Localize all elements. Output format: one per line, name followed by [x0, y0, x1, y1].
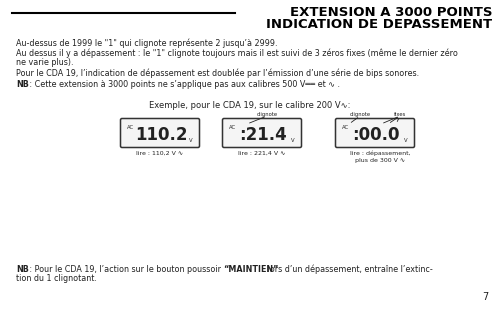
Text: AC: AC — [342, 125, 349, 130]
Text: V: V — [292, 138, 295, 143]
Text: lire : 110,2 V ∿: lire : 110,2 V ∿ — [136, 151, 184, 156]
Text: : Cette extension à 3000 points ne s’applique pas aux calibres 500 V══ et ∿ .: : Cette extension à 3000 points ne s’app… — [27, 80, 340, 89]
Text: V: V — [404, 138, 408, 143]
Text: clignote: clignote — [350, 112, 370, 117]
Text: “MAINTIEN”: “MAINTIEN” — [223, 265, 278, 274]
Text: lire : 221,4 V ∿: lire : 221,4 V ∿ — [238, 151, 286, 156]
Text: lire : dépassement,: lire : dépassement, — [350, 151, 410, 156]
FancyBboxPatch shape — [336, 118, 414, 147]
Text: 7: 7 — [482, 292, 488, 302]
Text: NB: NB — [16, 265, 29, 274]
Text: Pour le CDA 19, l’indication de dépassement est doublée par l’émission d’une sér: Pour le CDA 19, l’indication de dépassem… — [16, 69, 419, 78]
Text: 110.2: 110.2 — [135, 126, 187, 143]
Text: : Pour le CDA 19, l’action sur le bouton poussoir: : Pour le CDA 19, l’action sur le bouton… — [27, 265, 224, 274]
Text: EXTENSION A 3000 POINTS: EXTENSION A 3000 POINTS — [290, 6, 492, 19]
Text: Au dessus il y a dépassement : le "1" clignote toujours mais il est suivi de 3 z: Au dessus il y a dépassement : le "1" cl… — [16, 49, 458, 58]
Text: lors d’un dépassement, entraîne l’extinc-: lors d’un dépassement, entraîne l’extinc… — [265, 265, 433, 275]
Text: AC: AC — [127, 125, 134, 130]
Text: ne varie plus).: ne varie plus). — [16, 58, 74, 67]
Text: clignote: clignote — [256, 112, 278, 117]
Text: AC: AC — [229, 125, 236, 130]
Text: INDICATION DE DEPASSEMENT: INDICATION DE DEPASSEMENT — [266, 18, 492, 31]
FancyBboxPatch shape — [120, 118, 200, 147]
Text: Au-dessus de 1999 le "1" qui clignote représente 2 jusqu’à 2999.: Au-dessus de 1999 le "1" qui clignote re… — [16, 38, 278, 48]
Text: NB: NB — [16, 80, 29, 89]
Text: plus de 300 V ∿: plus de 300 V ∿ — [355, 158, 405, 163]
Text: fixes: fixes — [394, 112, 406, 117]
Text: tion du 1 clignotant.: tion du 1 clignotant. — [16, 274, 97, 283]
Text: Exemple, pour le CDA 19, sur le calibre 200 V∿:: Exemple, pour le CDA 19, sur le calibre … — [150, 101, 350, 110]
Text: V: V — [190, 138, 193, 143]
Text: :00.0: :00.0 — [352, 126, 400, 143]
Text: :21.4: :21.4 — [239, 126, 287, 143]
FancyBboxPatch shape — [222, 118, 302, 147]
